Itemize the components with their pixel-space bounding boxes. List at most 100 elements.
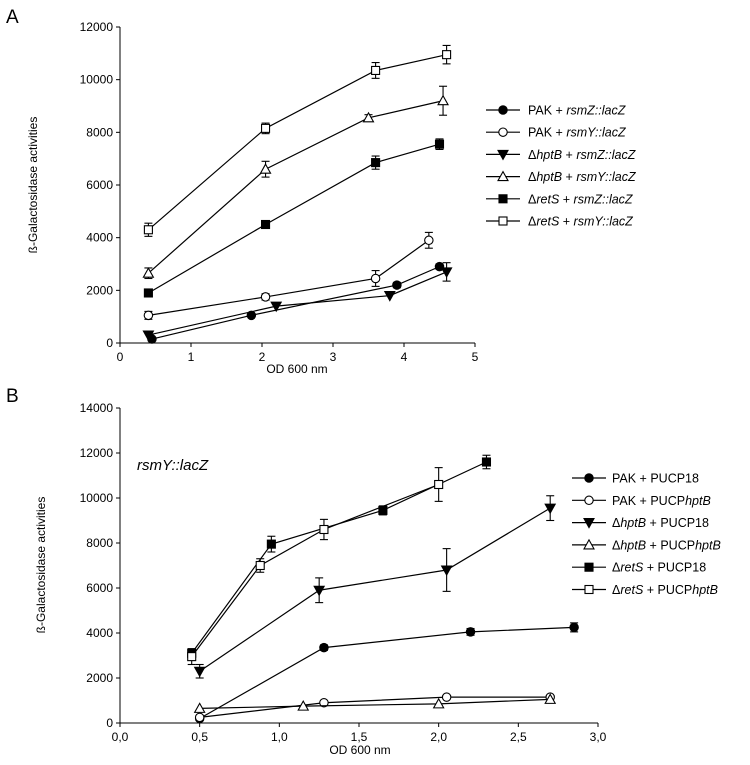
y-tick-label: 10000 bbox=[80, 491, 114, 505]
legend-label-part: PAK + bbox=[528, 126, 566, 140]
series-line bbox=[199, 698, 551, 709]
y-axis-title: ß-Galactosidase activities bbox=[26, 117, 40, 254]
legend-label-part: + PUCP18 bbox=[646, 516, 709, 530]
data-point bbox=[544, 693, 557, 704]
legend-label-part: Δ bbox=[528, 215, 536, 229]
legend-label: PAK + PUCPhptB bbox=[612, 494, 711, 508]
legend-label-part: rsmY::lacZ bbox=[566, 126, 626, 140]
data-point bbox=[142, 330, 155, 342]
y-tick-label: 4000 bbox=[86, 626, 113, 640]
data-point bbox=[193, 666, 206, 678]
series-3 bbox=[142, 262, 453, 342]
series-line bbox=[148, 239, 430, 316]
legend-label-part: + PUCP bbox=[643, 583, 692, 597]
legend-label: ΔretS + rsmZ::lacZ bbox=[528, 192, 633, 206]
data-point bbox=[259, 163, 272, 174]
legend-label: ΔretS + PUCP18 bbox=[612, 561, 706, 575]
legend-label-part: hptB bbox=[685, 494, 711, 508]
y-tick-label: 6000 bbox=[86, 581, 113, 595]
legend-label: ΔretS + PUCPhptB bbox=[612, 583, 718, 597]
legend-label: ΔhptB + PUCP18 bbox=[612, 516, 709, 530]
legend-label-part: retS bbox=[620, 561, 644, 575]
x-tick-label: 2,5 bbox=[510, 730, 527, 744]
y-tick-label: 2000 bbox=[86, 671, 113, 685]
legend-label-part: hptB bbox=[620, 538, 646, 552]
data-point bbox=[143, 310, 154, 321]
data-point bbox=[193, 702, 206, 713]
x-tick-label: 2,0 bbox=[430, 730, 447, 744]
y-tick-label: 8000 bbox=[86, 125, 113, 139]
legend-marker bbox=[498, 105, 508, 115]
y-tick-label: 0 bbox=[106, 336, 113, 350]
series-line bbox=[191, 461, 487, 654]
legend-label-part: rsmZ::lacZ bbox=[576, 148, 635, 162]
legend-marker bbox=[583, 518, 595, 529]
legend-item: PAK + rsmZ::lacZ bbox=[486, 104, 626, 118]
data-point bbox=[442, 50, 452, 60]
legend-label-part: + bbox=[559, 215, 573, 229]
legend-marker bbox=[497, 170, 509, 182]
series-2 bbox=[143, 231, 434, 321]
x-tick-label: 3,0 bbox=[590, 730, 607, 744]
x-tick-label: 3 bbox=[330, 350, 337, 364]
legend-item: ΔretS + PUCPhptB bbox=[572, 583, 718, 597]
legend-item: ΔretS + rsmY::lacZ bbox=[486, 215, 633, 229]
data-point bbox=[569, 622, 579, 633]
data-point bbox=[370, 273, 381, 284]
legend-item: ΔhptB + PUCPhptB bbox=[572, 538, 721, 552]
data-point bbox=[440, 267, 453, 279]
legend-marker bbox=[583, 538, 595, 550]
legend-label: PAK + PUCP18 bbox=[612, 472, 699, 486]
y-tick-label: 0 bbox=[106, 716, 113, 730]
y-tick-label: 6000 bbox=[86, 178, 113, 192]
legend-label: PAK + rsmZ::lacZ bbox=[528, 104, 626, 118]
legend-label-part: Δ bbox=[612, 538, 620, 552]
data-point bbox=[319, 524, 329, 535]
legend-label-part: Δ bbox=[612, 516, 620, 530]
data-point bbox=[465, 627, 476, 637]
y-tick-label: 2000 bbox=[86, 283, 113, 297]
data-point bbox=[424, 235, 434, 246]
data-point bbox=[313, 585, 326, 597]
legend-item: ΔretS + rsmZ::lacZ bbox=[486, 192, 633, 206]
legend-item: PAK + rsmY::lacZ bbox=[486, 126, 626, 140]
legend-marker bbox=[584, 473, 594, 483]
data-point bbox=[142, 267, 155, 278]
series-4 bbox=[142, 85, 449, 280]
legend-label-part: hptB bbox=[695, 538, 721, 552]
x-tick-label: 0,0 bbox=[112, 730, 129, 744]
legend-label-part: Δ bbox=[528, 192, 536, 206]
y-axis-title: ß-Galactosidase activities bbox=[34, 497, 48, 634]
legend-label: ΔretS + rsmY::lacZ bbox=[528, 215, 633, 229]
legend-label-part: hptB bbox=[536, 170, 562, 184]
legend-label-part: PAK + PUCP bbox=[612, 494, 685, 508]
y-tick-label: 12000 bbox=[80, 20, 114, 34]
legend-label-part: hptB bbox=[536, 148, 562, 162]
series-line bbox=[199, 507, 551, 672]
legend-label-part: Δ bbox=[528, 148, 536, 162]
y-tick-label: 8000 bbox=[86, 536, 113, 550]
series-line bbox=[151, 266, 440, 340]
y-tick-label: 12000 bbox=[80, 446, 114, 460]
x-axis-title: OD 600 nm bbox=[266, 362, 327, 376]
series-line bbox=[148, 54, 447, 231]
legend-marker bbox=[498, 127, 508, 137]
legend-label-part: retS bbox=[536, 192, 560, 206]
legend-label-part: rsmY::lacZ bbox=[576, 170, 636, 184]
x-tick-label: 0 bbox=[117, 350, 124, 364]
chart-annotation: rsmY::lacZ bbox=[137, 457, 209, 474]
series-6 bbox=[143, 44, 452, 237]
series-line bbox=[148, 100, 444, 274]
series-4 bbox=[193, 693, 557, 713]
data-point bbox=[260, 292, 271, 302]
legend-item: ΔretS + PUCP18 bbox=[572, 561, 706, 575]
data-point bbox=[194, 712, 205, 723]
data-point bbox=[319, 697, 329, 708]
legend-item: PAK + PUCP18 bbox=[572, 472, 699, 486]
legend-label-part: rsmY::lacZ bbox=[574, 215, 634, 229]
series-line bbox=[191, 483, 439, 657]
legend-item: ΔhptB + rsmY::lacZ bbox=[486, 170, 636, 184]
data-point bbox=[260, 219, 271, 230]
series-1 bbox=[147, 261, 445, 344]
series-6 bbox=[187, 467, 444, 666]
